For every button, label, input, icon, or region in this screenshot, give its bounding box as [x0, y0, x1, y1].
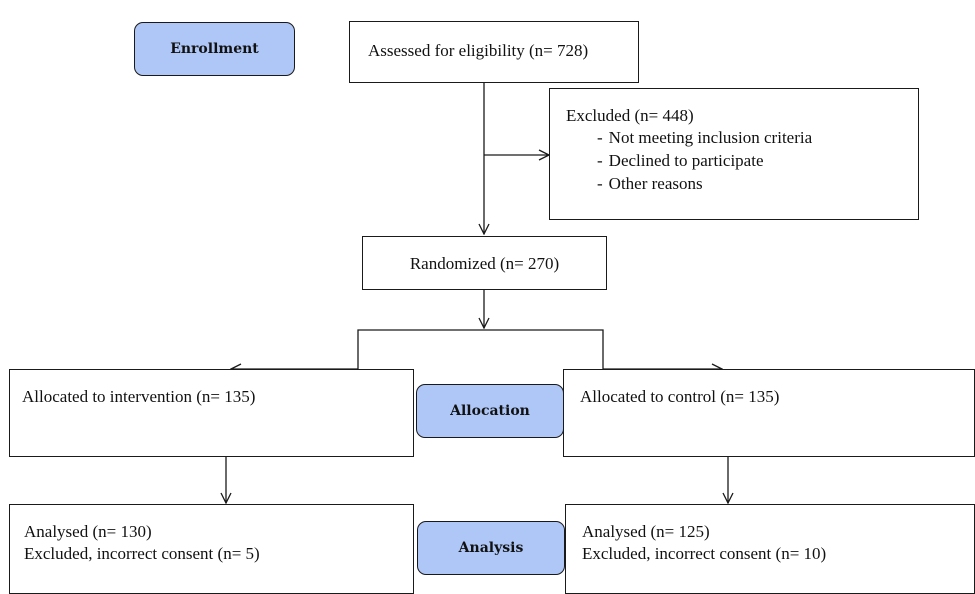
- excluded-box: Excluded (n= 448) - Not meeting inclusion…: [549, 88, 919, 220]
- intervention-allocated-text: Allocated to intervention (n= 135): [22, 387, 256, 406]
- intervention-excluded-text: Excluded, incorrect consent (n= 5): [24, 544, 260, 564]
- excluded-reason-text: Not meeting inclusion criteria: [608, 128, 813, 148]
- excluded-reason-item: - Not meeting inclusion criteria: [566, 127, 914, 150]
- excluded-title: Excluded (n= 448): [566, 106, 694, 125]
- control-analysed-box: Analysed (n= 125) Excluded, incorrect co…: [565, 504, 975, 594]
- split-bar: [357, 329, 604, 369]
- control-excluded-text: Excluded, incorrect consent (n= 10): [582, 544, 827, 564]
- excluded-reason-text: Other reasons: [608, 173, 703, 193]
- allocation-label-text: Allocation: [450, 403, 530, 419]
- control-analysed-text: Analysed (n= 125): [582, 522, 710, 541]
- intervention-analysed-box: Analysed (n= 130) Excluded, incorrect co…: [9, 504, 414, 594]
- excluded-reason-item: - Declined to participate: [566, 150, 914, 173]
- intervention-analysed-text: Analysed (n= 130): [24, 522, 152, 541]
- control-allocated-box: Allocated to control (n= 135): [563, 369, 975, 457]
- excluded-reason-text: Declined to participate: [608, 150, 764, 170]
- randomized-text: Randomized (n= 270): [409, 254, 560, 273]
- list-dash: -: [597, 150, 603, 170]
- randomized-box: Randomized (n= 270): [362, 236, 607, 290]
- list-dash: -: [597, 128, 603, 148]
- assessed-box: Assessed for eligibility (n= 728): [349, 21, 639, 83]
- enrollment-stage-label: Enrollment: [134, 22, 295, 76]
- enrollment-label-text: Enrollment: [170, 41, 259, 57]
- intervention-allocated-box: Allocated to intervention (n= 135): [9, 369, 414, 457]
- analysis-label-text: Analysis: [458, 540, 524, 556]
- control-allocated-text: Allocated to control (n= 135): [580, 387, 780, 406]
- allocation-stage-label: Allocation: [416, 384, 564, 438]
- assessed-text: Assessed for eligibility (n= 728): [368, 41, 589, 60]
- excluded-reason-item: - Other reasons: [566, 173, 914, 196]
- excluded-reasons-list: - Not meeting inclusion criteria - Decline…: [566, 127, 914, 195]
- list-dash: -: [597, 173, 603, 193]
- analysis-stage-label: Analysis: [417, 521, 565, 575]
